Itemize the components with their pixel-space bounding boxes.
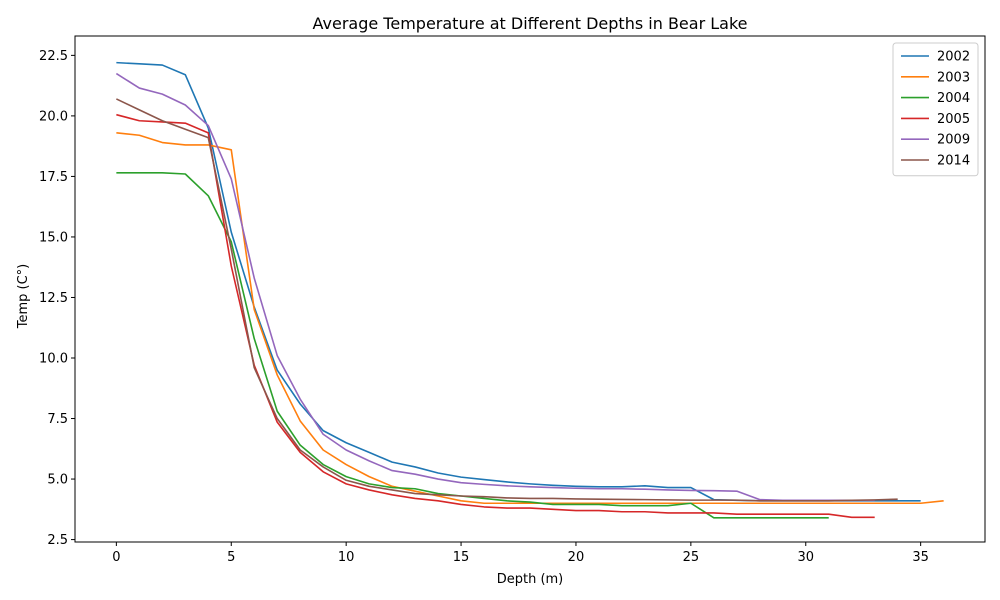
y-tick-label: 22.5 [39, 49, 68, 64]
x-tick-label: 30 [797, 550, 814, 565]
y-tick-label: 10.0 [39, 352, 68, 367]
series-line-2004 [116, 171, 829, 519]
plot-area [115, 61, 944, 519]
legend-label-2004: 2004 [937, 91, 970, 106]
x-tick-label: 0 [112, 550, 120, 565]
chart-title: Average Temperature at Different Depths … [313, 14, 748, 33]
y-axis: 2.5 5.0 7.5 10.0 12.5 15.0 17.5 20.0 22.5 [39, 49, 75, 548]
x-tick-label: 15 [453, 550, 470, 565]
x-tick-label: 25 [683, 550, 700, 565]
y-tick-label: 7.5 [47, 412, 68, 427]
x-axis: 0 5 10 15 20 25 30 35 [112, 542, 929, 565]
y-tick-label: 12.5 [39, 291, 68, 306]
y-tick-label: 5.0 [47, 473, 68, 488]
x-tick-label: 35 [912, 550, 929, 565]
x-tick-label: 20 [568, 550, 585, 565]
plot-frame [74, 35, 986, 543]
legend-label-2005: 2005 [937, 112, 970, 127]
series-line-2014 [116, 98, 898, 502]
legend: 2002 2003 2004 2005 2009 2014 [892, 42, 979, 177]
y-tick-label: 15.0 [39, 230, 68, 245]
series-line-2009 [115, 72, 875, 502]
legend-label-2009: 2009 [937, 133, 970, 148]
x-tick-label: 5 [227, 550, 235, 565]
legend-label-2003: 2003 [937, 70, 970, 85]
legend-label-2002: 2002 [937, 50, 970, 65]
y-tick-label: 2.5 [47, 533, 68, 548]
y-axis-label: Temp (C°) [16, 264, 31, 330]
y-tick-label: 17.5 [39, 170, 68, 185]
series-line-2003 [116, 132, 944, 505]
legend-label-2014: 2014 [937, 154, 970, 169]
x-tick-label: 10 [338, 550, 355, 565]
series-line-2005 [116, 113, 875, 519]
y-tick-label: 20.0 [39, 109, 68, 124]
x-axis-label: Depth (m) [497, 572, 564, 587]
